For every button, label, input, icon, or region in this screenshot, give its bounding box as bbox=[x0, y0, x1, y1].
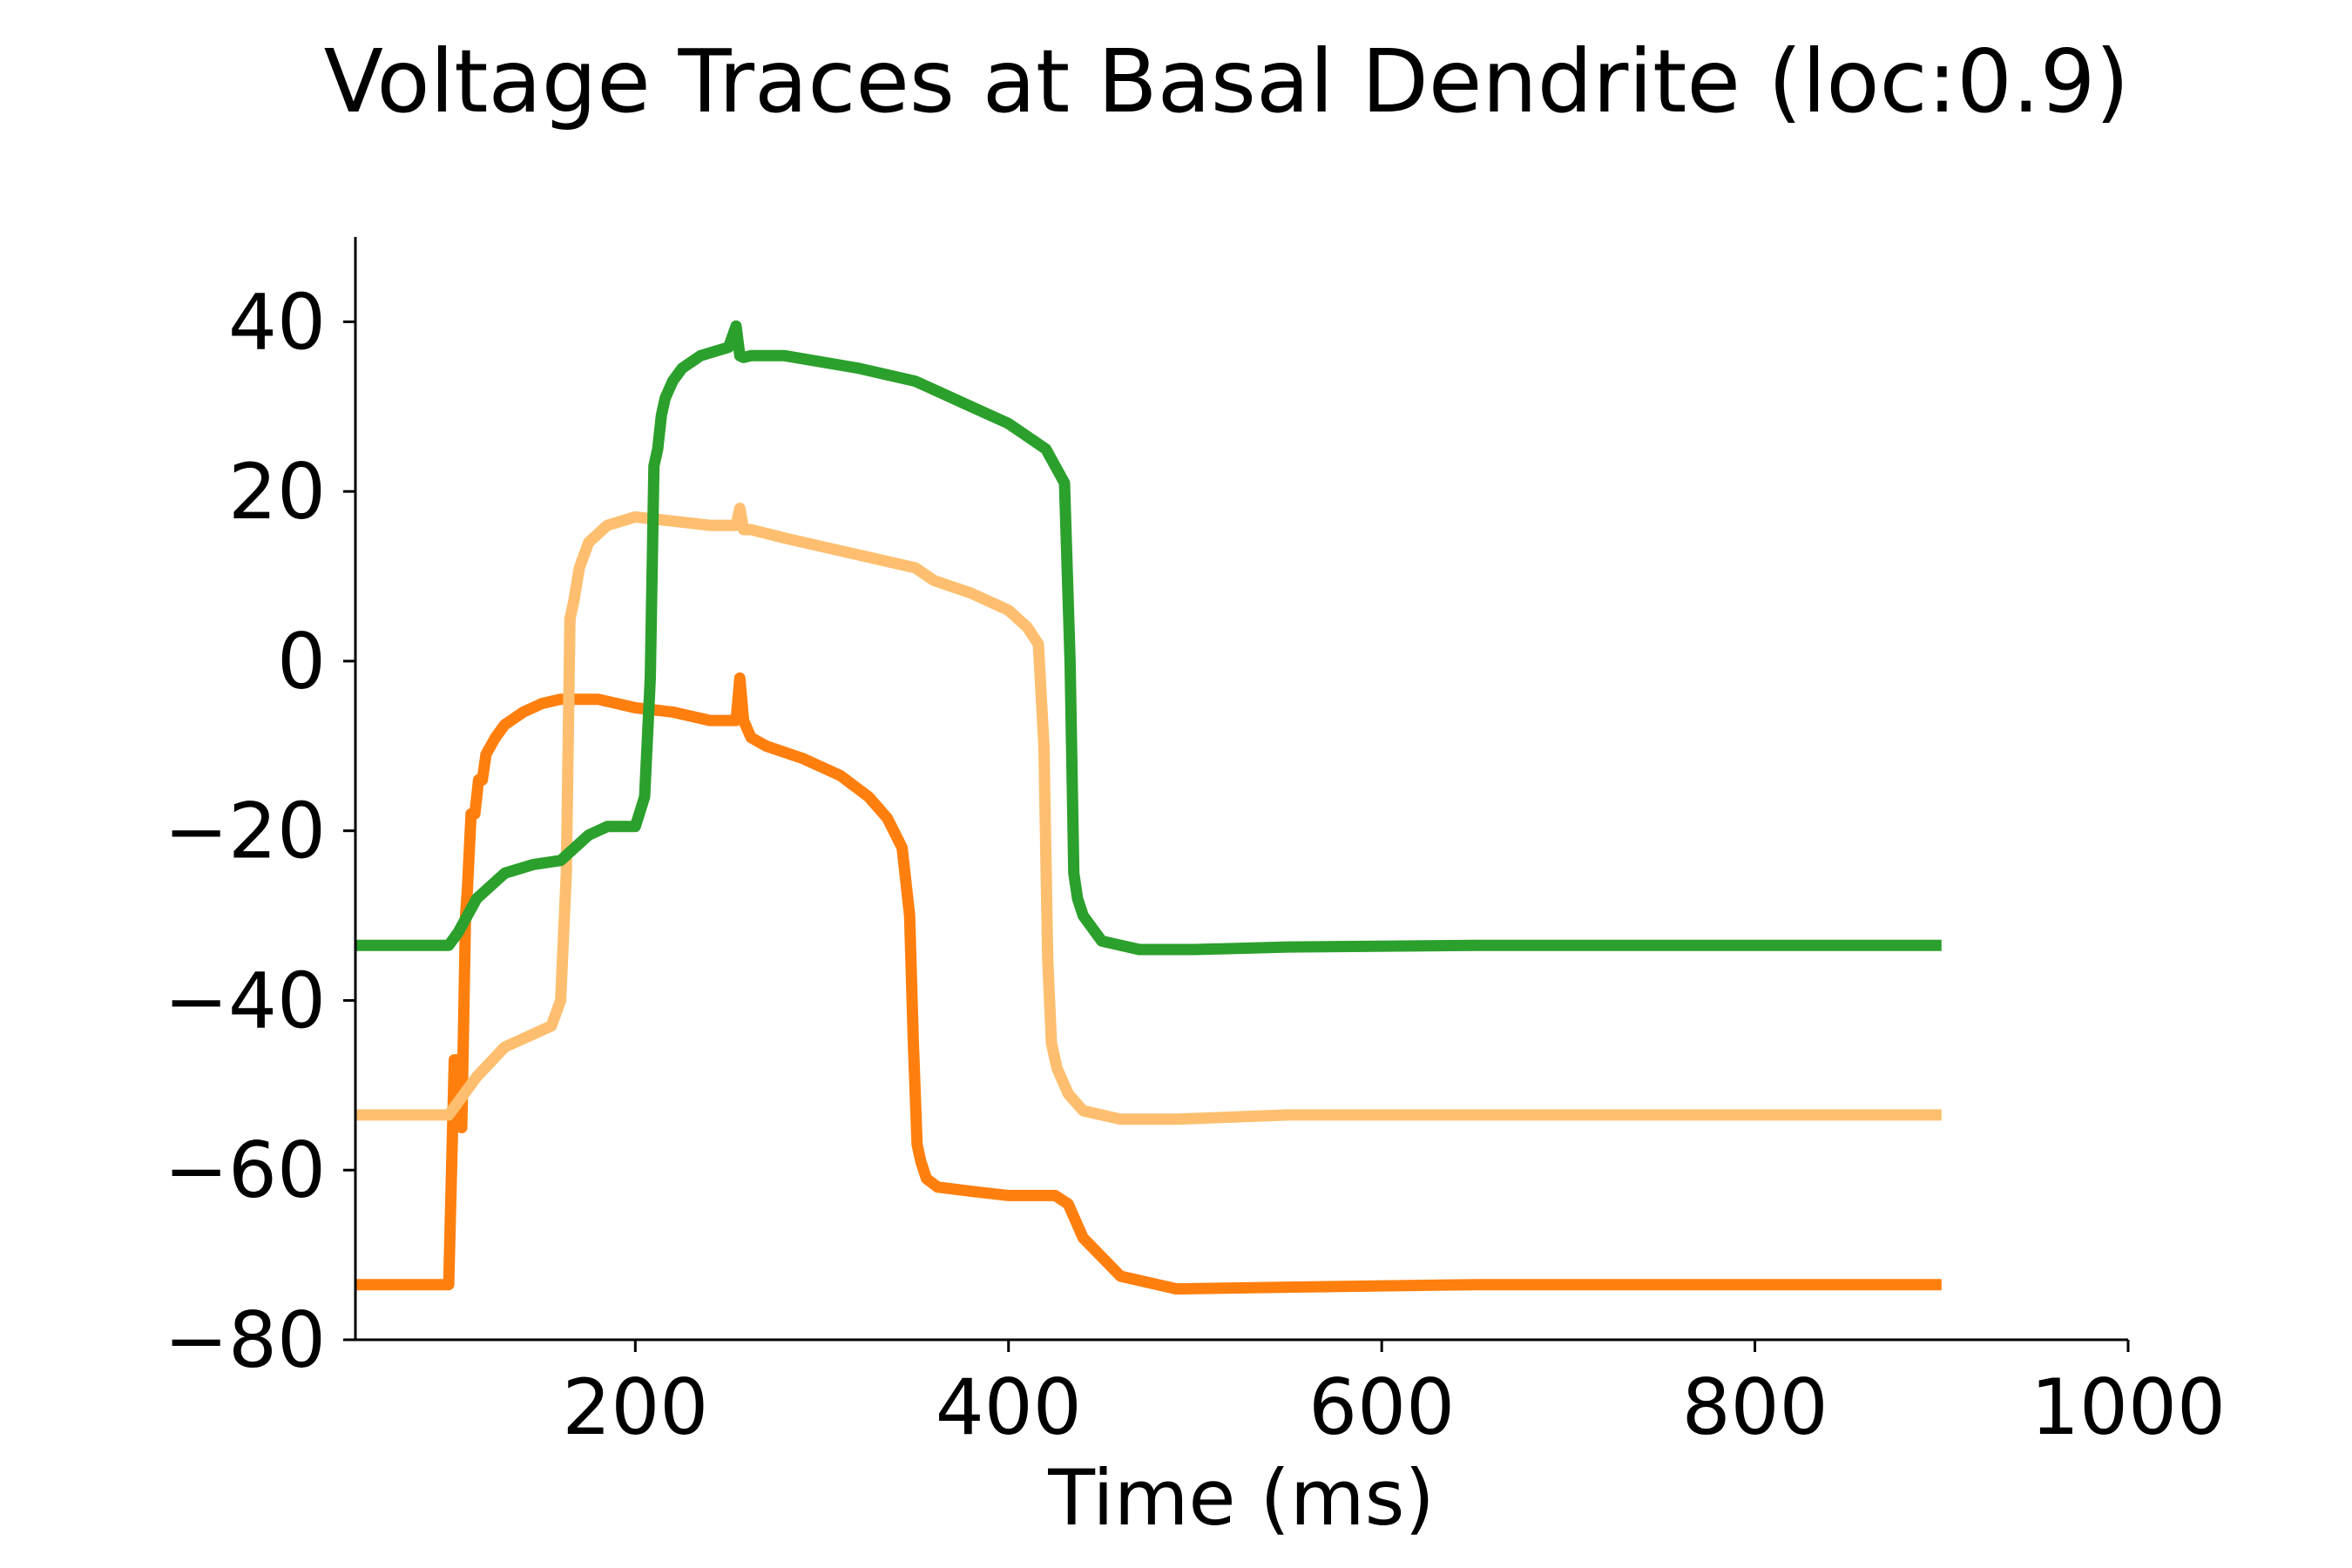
traces-layer bbox=[355, 320, 1942, 1295]
x-tick-label: 600 bbox=[1308, 1362, 1455, 1452]
series-line-2 bbox=[355, 503, 1942, 1125]
y-tick-label: −60 bbox=[164, 1125, 326, 1215]
series-line-3 bbox=[355, 320, 1942, 956]
y-tick-label: 20 bbox=[228, 447, 326, 537]
y-tick-label: 0 bbox=[277, 617, 326, 706]
y-tick-label: −80 bbox=[164, 1295, 326, 1385]
y-axis-ticks: 40 20 0 −20 −40 −60 −80 bbox=[164, 277, 355, 1385]
y-tick-label: −20 bbox=[164, 787, 326, 876]
x-tick-label: 800 bbox=[1682, 1362, 1828, 1452]
chart-title: Voltage Traces at Basal Dendrite (loc:0.… bbox=[324, 30, 2130, 132]
y-tick-label: −40 bbox=[164, 956, 326, 1045]
y-tick-label: 40 bbox=[228, 277, 326, 367]
x-tick-label: 400 bbox=[936, 1362, 1082, 1452]
x-axis-label: Time (ms) bbox=[1047, 1453, 1435, 1543]
series-line-1 bbox=[355, 672, 1942, 1295]
x-tick-label: 200 bbox=[562, 1362, 708, 1452]
x-tick-label: 1000 bbox=[2031, 1362, 2226, 1452]
x-axis-ticks: 200 400 600 800 1000 bbox=[562, 1340, 2226, 1452]
